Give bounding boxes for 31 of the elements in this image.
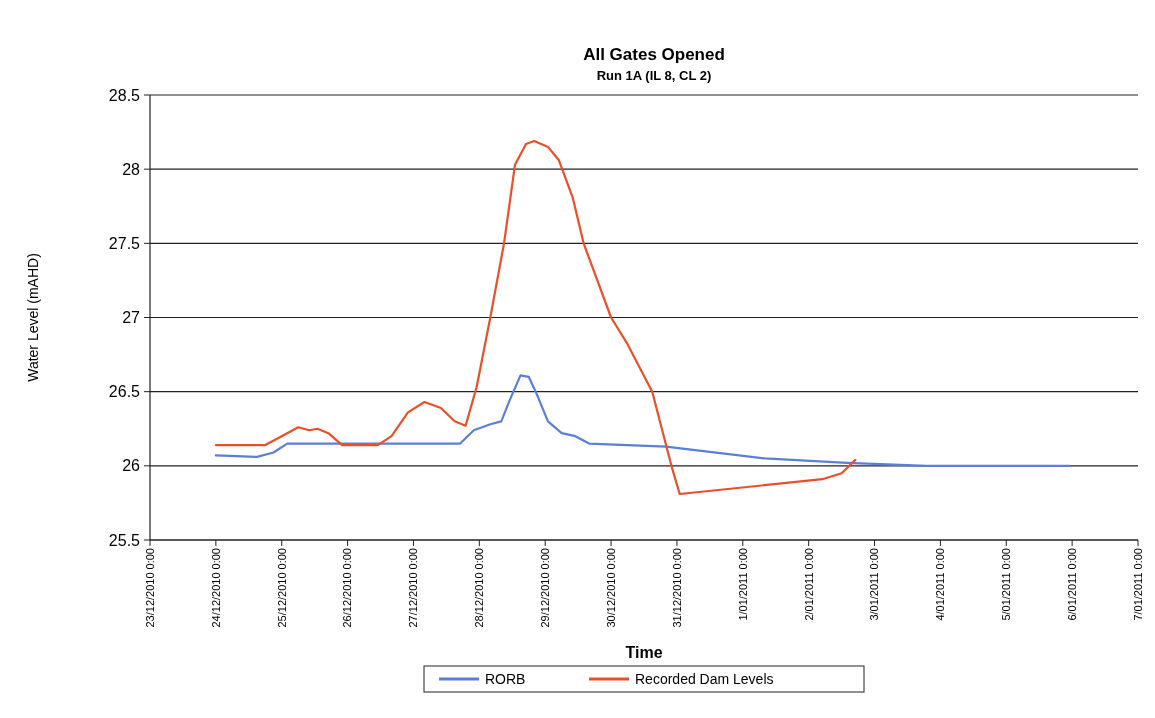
y-tick-label: 25.5: [108, 531, 141, 549]
x-tick-label: 26/12/2010 0:00: [341, 548, 354, 628]
y-tick-label: 26: [122, 457, 141, 475]
x-tick-label: 29/12/2010 0:00: [539, 548, 552, 628]
x-tick-label: 5/01/2011 0:00: [1000, 548, 1013, 621]
x-tick-label: 31/12/2010 0:00: [670, 548, 683, 628]
line-series: [214, 374, 1071, 467]
y-tick-label: 28: [122, 160, 141, 178]
y-tick-label: 27: [122, 309, 141, 327]
x-tick-label: 2/01/2011 0:00: [802, 548, 815, 621]
y-tick-label: 27.5: [108, 234, 141, 252]
y-tick-label: 28.5: [108, 86, 141, 104]
legend-label: Recorded Dam Levels: [635, 671, 774, 687]
x-tick-label: 24/12/2010 0:00: [209, 548, 222, 628]
x-tick-label: 6/01/2011 0:00: [1065, 548, 1078, 621]
x-tick-label: 27/12/2010 0:00: [407, 548, 420, 628]
x-tick-label: 7/01/2011 0:00: [1131, 548, 1144, 621]
line-series: [214, 139, 857, 496]
y-axis-title: Water Level (mAHD): [25, 253, 41, 382]
x-tick-label: 28/12/2010 0:00: [473, 548, 486, 628]
x-axis-title: Time: [625, 644, 663, 661]
x-tick-label: 1/01/2011 0:00: [736, 548, 749, 621]
x-tick-label: 3/01/2011 0:00: [868, 548, 881, 621]
x-tick-label: 30/12/2010 0:00: [604, 548, 617, 628]
y-tick-label: 26.5: [108, 383, 141, 401]
legend-label: RORB: [485, 671, 526, 687]
x-tick-label: 4/01/2011 0:00: [934, 548, 947, 621]
x-tick-label: 25/12/2010 0:00: [275, 548, 288, 628]
chart-subtitle: Run 1A (IL 8, CL 2): [596, 68, 712, 83]
chart-title: All Gates Opened: [583, 45, 725, 64]
x-tick-label: 23/12/2010 0:00: [143, 548, 156, 628]
